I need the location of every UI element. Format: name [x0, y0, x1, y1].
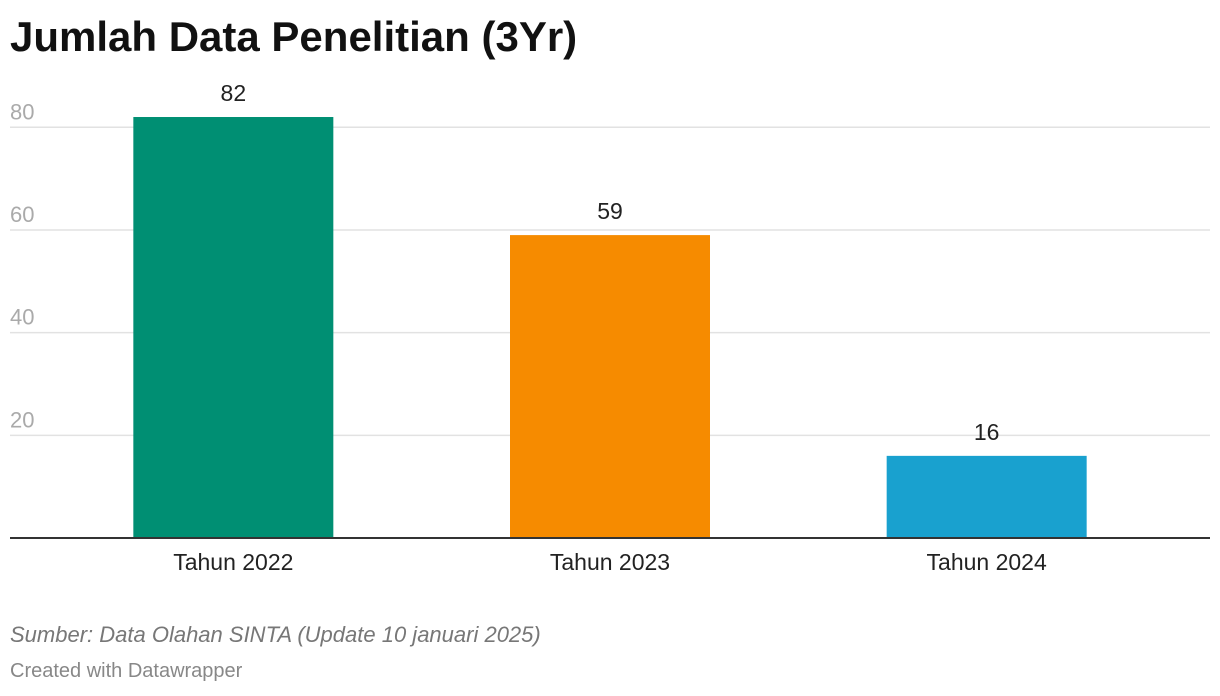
- x-tick-label: Tahun 2024: [927, 549, 1047, 575]
- y-axis-ticks: 20 40 60 80: [10, 99, 34, 432]
- value-labels: 82 59 16: [221, 80, 1000, 445]
- x-tick-label: Tahun 2023: [550, 549, 670, 575]
- chart-credit: Created with Datawrapper: [10, 660, 243, 682]
- value-label: 16: [974, 419, 1000, 445]
- bars: [133, 117, 1087, 539]
- bar-3: [886, 455, 1087, 538]
- value-label: 59: [597, 198, 623, 224]
- chart-source-note: Sumber: Data Olahan SINTA (Update 10 jan…: [10, 622, 541, 647]
- x-axis-ticks: Tahun 2022 Tahun 2023 Tahun 2024: [173, 549, 1047, 575]
- value-label: 82: [221, 80, 247, 106]
- chart-title: Jumlah Data Penelitian (3Yr): [10, 13, 578, 60]
- x-tick-label: Tahun 2022: [173, 549, 293, 575]
- bar-1: [133, 117, 334, 539]
- y-tick-label: 20: [10, 407, 34, 432]
- bar-2: [510, 235, 710, 538]
- y-tick-label: 40: [10, 305, 34, 330]
- y-tick-label: 60: [10, 202, 34, 227]
- y-tick-label: 80: [10, 99, 34, 124]
